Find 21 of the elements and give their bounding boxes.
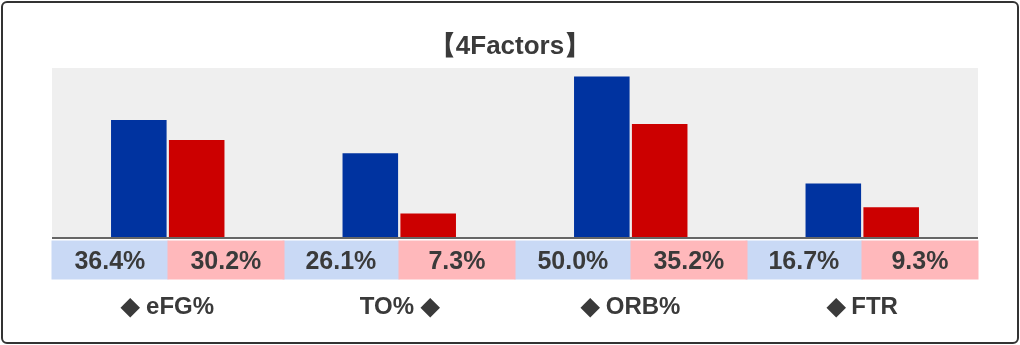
- bar: [168, 140, 225, 237]
- bar: [400, 213, 456, 237]
- bar: [342, 153, 399, 237]
- data-label: 36.4%: [74, 246, 146, 274]
- bar: [805, 183, 862, 237]
- chart-title: 【4Factors】: [429, 29, 591, 60]
- data-label: 50.0%: [537, 246, 609, 274]
- bar: [574, 76, 630, 237]
- data-label: 16.7%: [768, 246, 840, 274]
- data-label: 26.1%: [305, 246, 377, 274]
- x-tick-label: ◆ eFG%: [120, 291, 215, 319]
- x-tick-label: TO% ◆: [359, 291, 440, 319]
- data-label: 9.3%: [891, 246, 949, 274]
- x-tick-label: ◆ FTR: [825, 291, 898, 319]
- data-label: 35.2%: [653, 246, 725, 274]
- bar: [631, 123, 688, 237]
- data-label: 30.2%: [190, 246, 262, 274]
- data-label: 7.3%: [428, 246, 486, 274]
- bar: [863, 207, 919, 237]
- x-tick-label: ◆ ORB%: [580, 291, 681, 319]
- bar: [111, 120, 167, 237]
